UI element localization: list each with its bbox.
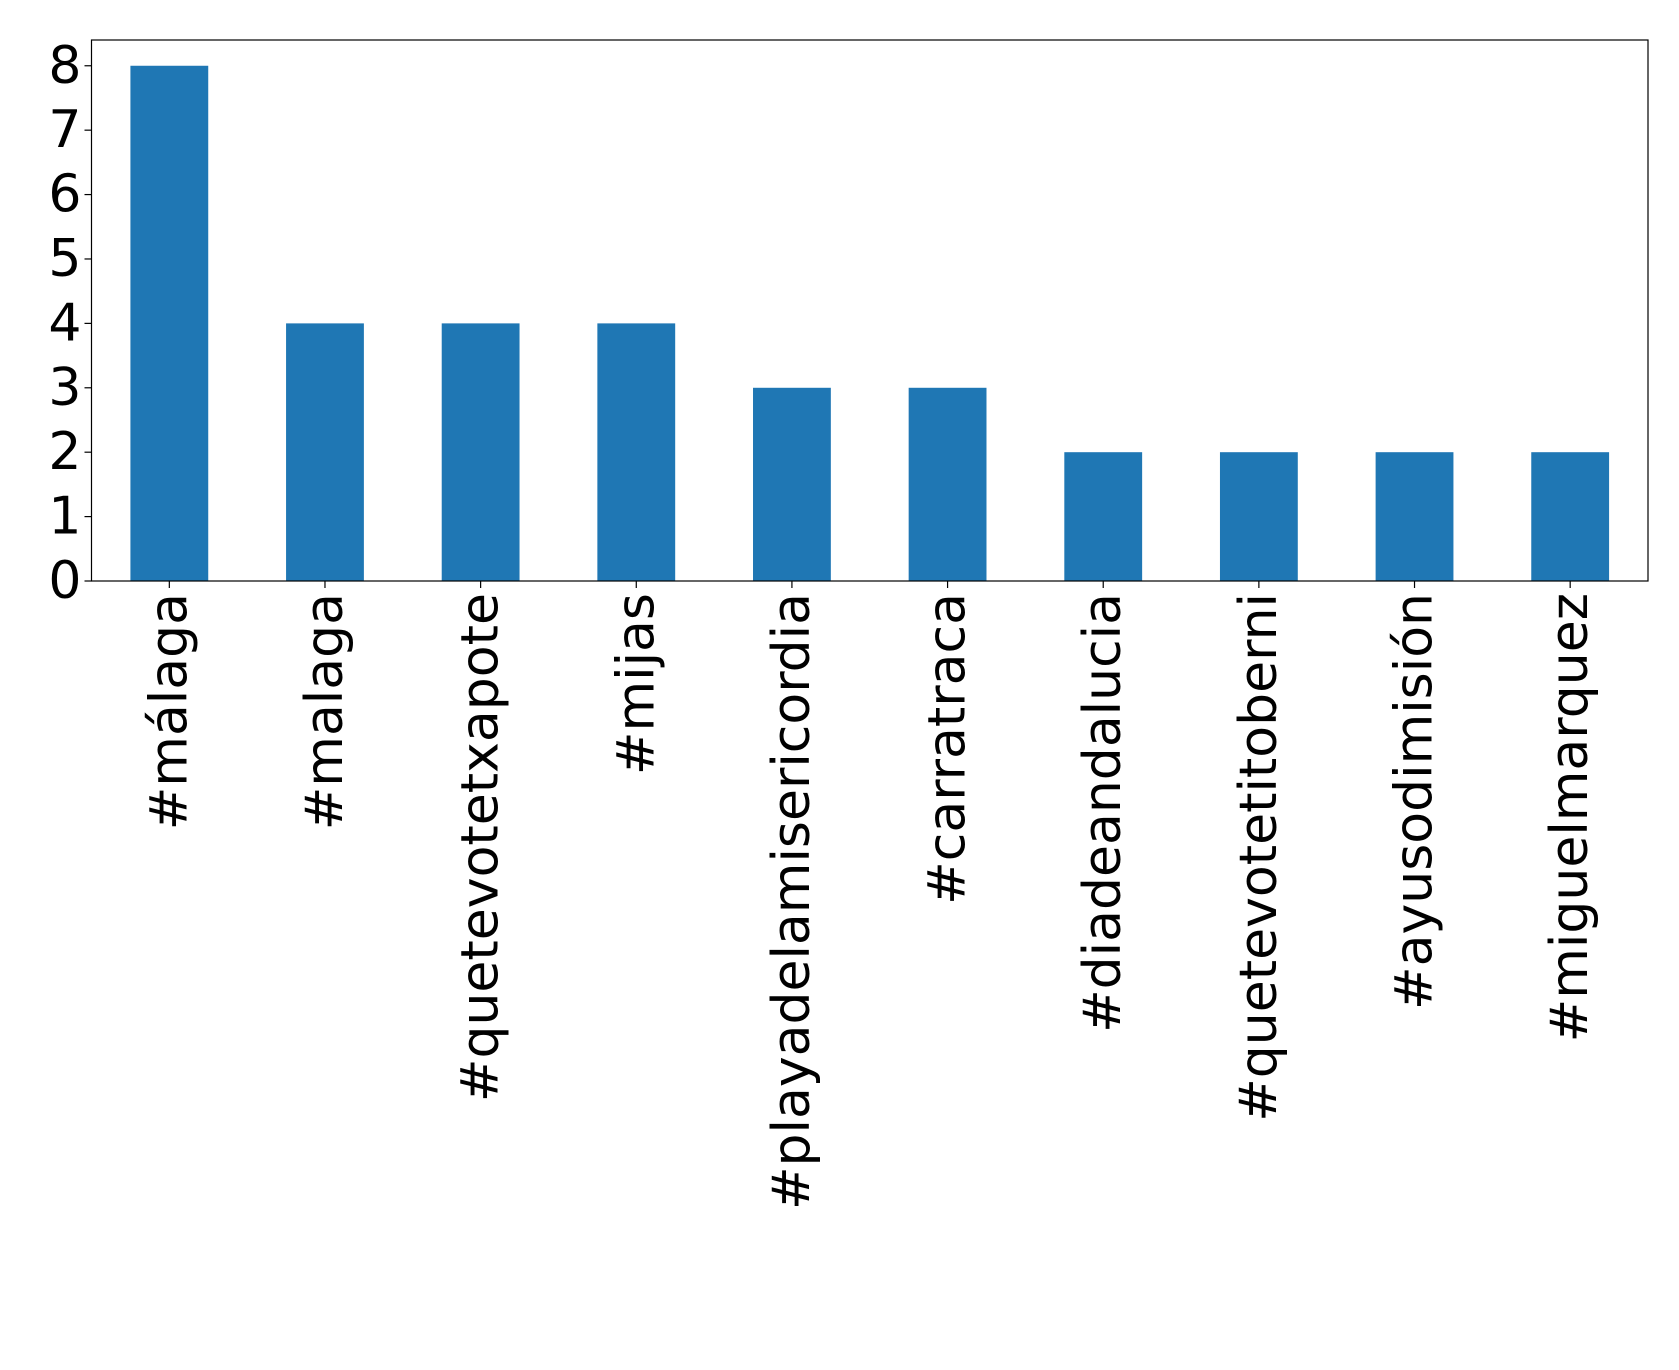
y-tick-label: 8 [48, 36, 81, 96]
bar [1064, 452, 1143, 581]
y-tick-label: 0 [48, 551, 81, 611]
plot-frame [90, 39, 1649, 582]
y-tick-label: 4 [48, 293, 81, 353]
x-tick-label: #diadeandalucia [1073, 593, 1133, 1033]
x-tick-label: #quetevotetitoberni [1229, 593, 1289, 1122]
bar [441, 323, 520, 581]
bar [286, 323, 364, 581]
x-tick-label: #carratraca [918, 593, 978, 905]
bar [908, 387, 987, 581]
x-tick-label: #málaga [139, 593, 199, 830]
x-tick-label: #malaga [295, 593, 355, 830]
bar [753, 387, 831, 581]
y-tick-label: 6 [48, 165, 81, 225]
y-tick-label: 3 [48, 358, 81, 418]
x-tick-label: #mijas [606, 593, 666, 775]
bar [1531, 452, 1610, 581]
y-tick-label: 5 [48, 229, 81, 289]
bar [1219, 452, 1298, 581]
y-tick-label: 2 [48, 422, 81, 482]
x-tick-label: #playadelamisericordia [762, 593, 822, 1210]
bar [597, 323, 676, 581]
y-tick-label: 7 [48, 100, 81, 160]
y-tick-label: 1 [48, 487, 81, 547]
x-tick-label: #ayusodimisión [1385, 593, 1445, 1010]
bar [130, 65, 209, 581]
bar [1375, 452, 1454, 581]
x-tick-label: #quetevotetxapote [451, 593, 511, 1102]
x-tick-label: #miguelmarquez [1540, 593, 1600, 1042]
